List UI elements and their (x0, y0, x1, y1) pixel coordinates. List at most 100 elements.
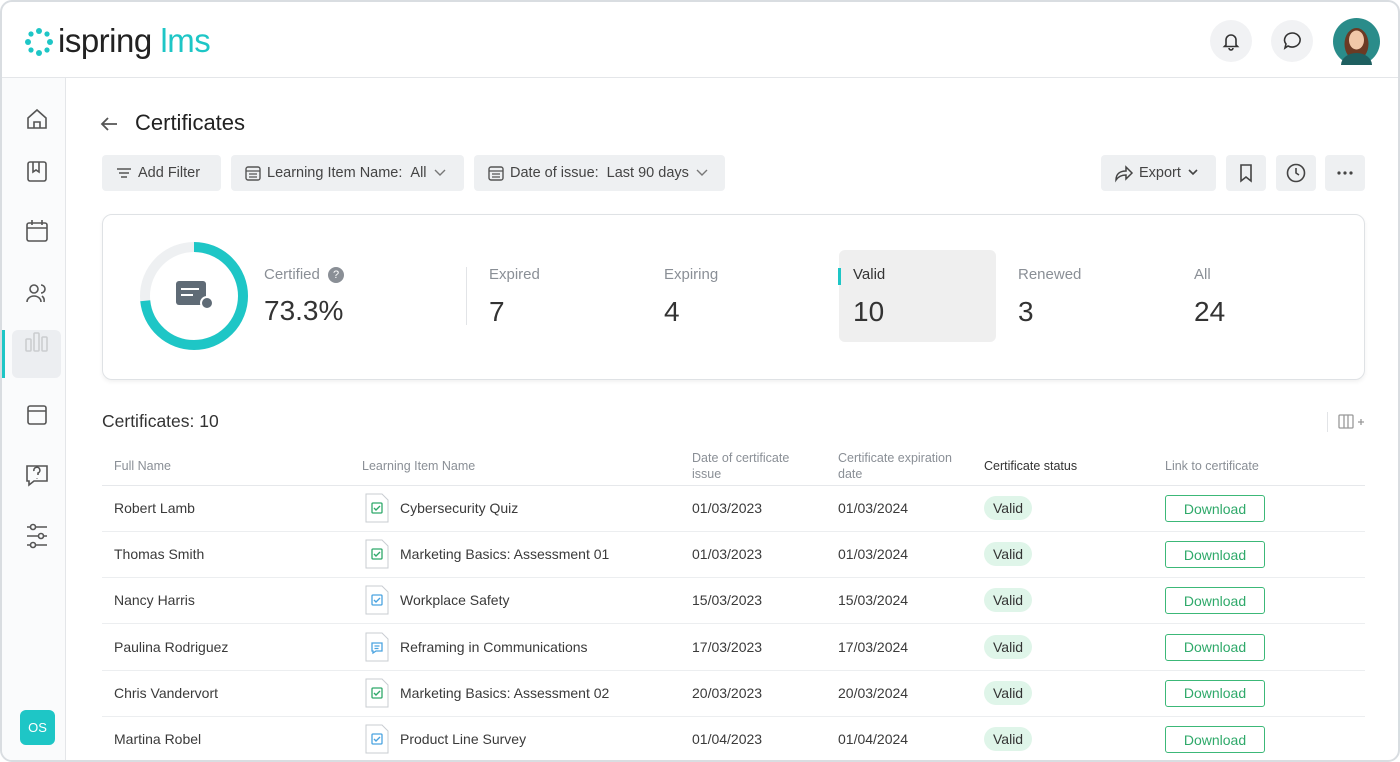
full-name: Thomas Smith (114, 546, 205, 563)
learning-item: Cybersecurity Quiz (400, 500, 519, 516)
stat-value: 4 (664, 296, 680, 327)
learning-item: Workplace Safety (400, 592, 510, 609)
item-icon (365, 539, 389, 569)
expiration-date: 01/03/2024 (838, 500, 909, 516)
learning-item: Marketing Basics: Assessment 02 (400, 684, 610, 701)
certified-ring (140, 242, 248, 350)
expiration-date: 20/03/2024 (838, 684, 909, 701)
clock-icon (1286, 163, 1306, 183)
learning-item: Reframing in Communications (400, 638, 588, 655)
status-badge: Valid (984, 727, 1033, 751)
stat-label: All (1194, 266, 1211, 283)
column-header: Certificate status (984, 459, 1078, 473)
chevron (696, 169, 708, 176)
download-button[interactable]: Download (1165, 587, 1265, 615)
chevron (1188, 169, 1198, 176)
status-badge: Valid (984, 542, 1033, 567)
item-icon (365, 724, 389, 754)
sidebar: OS (2, 78, 66, 760)
issue-date: 01/03/2023 (692, 500, 763, 516)
header-rule (102, 485, 1365, 486)
full-name: Nancy Harris (114, 592, 195, 609)
sidebar-icons (25, 108, 48, 549)
row-rule (102, 669, 1365, 671)
more-button[interactable] (1325, 155, 1365, 191)
bookmark-icon (1240, 164, 1252, 183)
issue-date: 01/03/2023 (692, 546, 763, 563)
download-button[interactable]: Download (1165, 726, 1265, 753)
issue-date: 15/03/2023 (692, 592, 763, 609)
learning-item: Marketing Basics: Assessment 01 (400, 546, 610, 563)
stat-value: 73.3% (264, 295, 344, 326)
bookmark-button[interactable] (1226, 155, 1266, 191)
divider (1327, 412, 1328, 432)
filter-label: Date of issue: (510, 165, 599, 181)
columns-button[interactable] (1338, 414, 1366, 430)
column-header: Link to certificate (1165, 459, 1259, 473)
chevron (434, 169, 446, 176)
logo-icon (25, 28, 53, 56)
item-icon (365, 678, 389, 708)
ellipsis-icon (1337, 171, 1353, 175)
back-arrow[interactable] (99, 115, 119, 133)
issue-date: 01/04/2023 (692, 731, 763, 747)
issue-date: 17/03/2023 (692, 638, 763, 655)
bell-icon (1222, 34, 1240, 51)
active-stat-marker (838, 268, 841, 285)
item-icon (365, 632, 389, 662)
user-badge[interactable]: OS (20, 710, 55, 745)
user-avatar[interactable] (1333, 18, 1380, 65)
filter-icon (117, 168, 131, 178)
chat-icon (1283, 32, 1301, 50)
column-header: Certificate expiration date (838, 451, 952, 481)
active-stat-bg (839, 250, 996, 342)
status-badge: Valid (984, 634, 1033, 659)
issue-date: 20/03/2023 (692, 684, 763, 701)
help-icon[interactable]: ? (328, 267, 345, 283)
divider (466, 267, 467, 325)
column-header: Full Name (114, 459, 171, 473)
download-button[interactable]: Download (1165, 495, 1265, 522)
filter-date[interactable]: Date of issue: Last 90 days (474, 155, 725, 191)
download-button[interactable]: Download (1165, 633, 1265, 661)
stat-value: 7 (489, 296, 505, 327)
stat-value: 3 (1018, 296, 1034, 327)
active-nav-bg (12, 330, 61, 378)
stat-label: Expired (489, 266, 540, 283)
certified-stat: Certified ? 73.3% (264, 266, 345, 327)
messages-button[interactable] (1271, 20, 1313, 62)
status-badge: Valid (984, 680, 1033, 705)
status-badge: Valid (984, 588, 1033, 613)
filter-value: All (410, 165, 427, 181)
download-button[interactable]: Download (1165, 541, 1265, 569)
top-bar: ispring lms (2, 2, 1398, 78)
calendar-icon (245, 166, 261, 181)
summary-card (102, 214, 1365, 380)
learning-item: Product Line Survey (400, 731, 527, 747)
history-button[interactable] (1276, 155, 1316, 191)
page-title: Certificates (135, 110, 246, 135)
notifications-button[interactable] (1210, 20, 1252, 62)
filter-value: Last 90 days (606, 165, 689, 181)
stat-label-text: Certified (264, 266, 320, 283)
stat-label: Valid (853, 266, 886, 283)
logo-suffix: lms (160, 22, 211, 59)
add-filter-button[interactable]: Add Filter (102, 155, 221, 191)
filter-label: Add Filter (138, 165, 201, 181)
active-nav-indicator (2, 330, 5, 378)
export-button[interactable]: Export (1101, 155, 1216, 191)
filter-learning-item[interactable]: Learning Item Name: All (231, 155, 464, 191)
download-button[interactable]: Download (1165, 679, 1265, 707)
row-rule (102, 715, 1365, 717)
filter-label: Learning Item Name: (267, 165, 403, 181)
expiration-date: 01/04/2024 (838, 731, 909, 747)
expiration-date: 01/03/2024 (838, 546, 909, 563)
full-name: Martina Robel (114, 731, 202, 747)
row-rule (102, 531, 1365, 532)
column-header: Date of certificate issue (692, 451, 790, 481)
logo-text: ispring lms (58, 22, 211, 60)
expiration-date: 17/03/2024 (838, 638, 909, 655)
